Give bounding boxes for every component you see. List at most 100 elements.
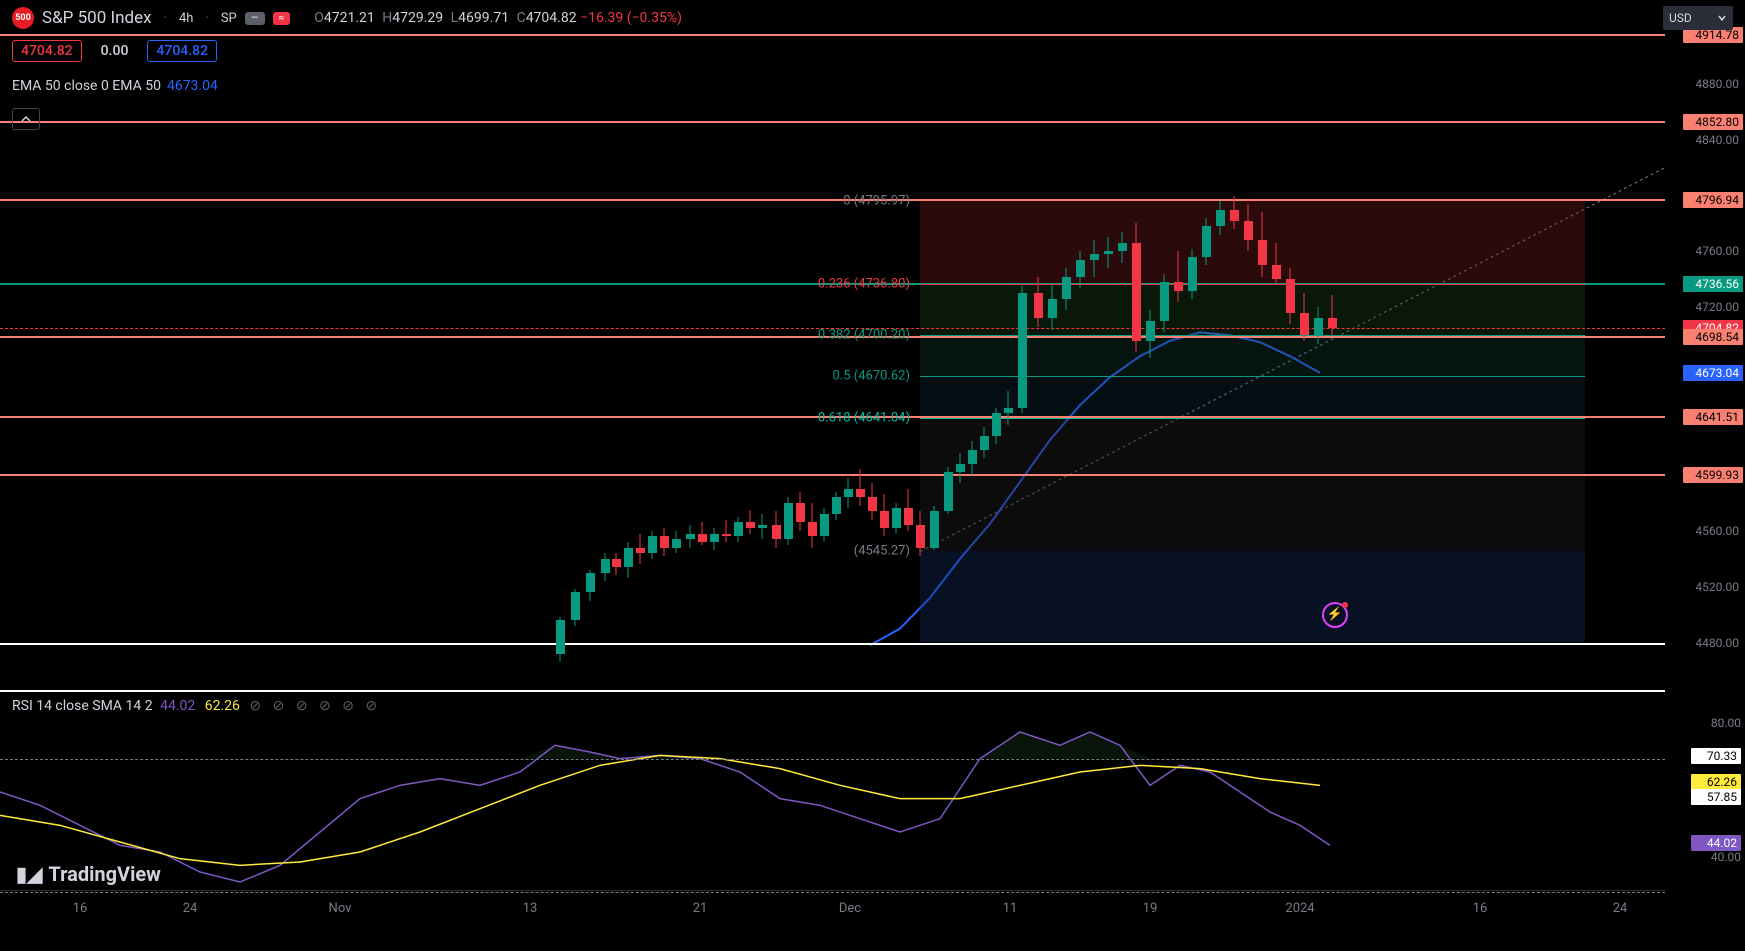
x-tick: 11 <box>1003 901 1018 916</box>
symbol-name[interactable]: S&P 500 Index <box>42 8 152 28</box>
candlestick <box>1118 0 1127 690</box>
candlestick <box>1244 0 1253 690</box>
candlestick <box>1300 0 1309 690</box>
candlestick <box>1286 0 1295 690</box>
candlestick <box>758 0 767 690</box>
candlestick <box>1018 0 1027 690</box>
price-tag[interactable]: 4599.93 <box>1683 467 1743 483</box>
rsi-indicator-label[interactable]: RSI 14 close SMA 14 2 44.02 62.26 ⊘ ⊘ ⊘ … <box>12 698 381 714</box>
candlestick <box>1314 0 1323 690</box>
chevron-up-icon <box>20 113 32 125</box>
price-y-axis[interactable]: 4480.004520.004560.004720.004760.004840.… <box>1665 0 1745 690</box>
rsi-y-tag: 57.85 <box>1691 789 1741 805</box>
interval-label[interactable]: 4h <box>179 11 193 26</box>
candlestick <box>1202 0 1211 690</box>
ai-suggestion-badge[interactable]: ⚡ <box>1322 602 1348 628</box>
candlestick <box>968 0 977 690</box>
candlestick <box>808 0 817 690</box>
candlestick <box>1076 0 1085 690</box>
candlestick <box>636 0 645 690</box>
candlestick <box>722 0 731 690</box>
ask-pill[interactable]: 4704.82 <box>147 40 217 62</box>
candlestick <box>1004 0 1013 690</box>
ohlc-readout: O4721.21 H4729.29 L4699.71 C4704.82 −16.… <box>310 10 682 26</box>
candlestick <box>1048 0 1057 690</box>
separator: · <box>205 11 208 26</box>
ema-indicator-label[interactable]: EMA 50 close 0 EMA 504673.04 <box>12 78 218 94</box>
y-tick: 4880.00 <box>1695 77 1739 91</box>
candlestick <box>624 0 633 690</box>
candlestick <box>784 0 793 690</box>
price-tag[interactable]: 4796.94 <box>1683 192 1743 208</box>
candlestick <box>1090 0 1099 690</box>
candlestick <box>772 0 781 690</box>
mid-pill: 0.00 <box>92 40 138 62</box>
separator: · <box>164 11 167 26</box>
candlestick <box>1104 0 1113 690</box>
chart-header: 500 S&P 500 Index · 4h · SP — ≈ O4721.21… <box>0 0 1745 36</box>
candlestick <box>880 0 889 690</box>
candlestick <box>1258 0 1267 690</box>
candlestick <box>660 0 669 690</box>
candlestick <box>1160 0 1169 690</box>
rsi-y-tag: 70.33 <box>1691 748 1741 764</box>
candlestick <box>892 0 901 690</box>
y-tick: 4720.00 <box>1695 300 1739 314</box>
candlestick <box>832 0 841 690</box>
symbol-icon: 500 <box>12 7 34 29</box>
x-tick: 13 <box>523 901 538 916</box>
candlestick <box>648 0 657 690</box>
candlestick <box>856 0 865 690</box>
rsi-y-tag: 80.00 <box>1711 716 1741 730</box>
tradingview-logo[interactable]: ▮◢ TradingView <box>16 862 161 886</box>
price-tag[interactable]: 4641.51 <box>1683 409 1743 425</box>
candlestick <box>686 0 695 690</box>
rsi-band-line <box>0 759 1665 760</box>
rsi-canvas <box>0 692 1665 892</box>
settings-dots-icon[interactable]: ⊘ ⊘ ⊘ ⊘ ⊘ ⊘ <box>249 698 381 714</box>
y-tick: 4760.00 <box>1695 244 1739 258</box>
candlestick <box>904 0 913 690</box>
candlestick <box>992 0 1001 690</box>
candlestick <box>734 0 743 690</box>
time-axis[interactable]: 1624Nov1321Dec111920241624 <box>0 890 1665 951</box>
bid-pill[interactable]: 4704.82 <box>12 40 82 62</box>
candlestick <box>586 0 595 690</box>
candlestick <box>571 0 580 690</box>
candlestick <box>1146 0 1155 690</box>
x-tick: 24 <box>183 901 198 916</box>
x-tick: 19 <box>1143 901 1158 916</box>
candlestick <box>868 0 877 690</box>
bolt-icon: ⚡ <box>1327 607 1343 622</box>
y-tick: 4520.00 <box>1695 580 1739 594</box>
price-tag[interactable]: 4698.54 <box>1683 329 1743 345</box>
price-tag[interactable]: 4736.56 <box>1683 276 1743 292</box>
chip-approx: ≈ <box>273 12 291 25</box>
candlestick <box>956 0 965 690</box>
price-chart[interactable]: 0 (4795.97)0.236 (4736.80)0.382 (4700.20… <box>0 0 1665 690</box>
candlestick <box>1272 0 1281 690</box>
rsi-y-axis[interactable]: 80.0070.3362.2657.8544.0240.00 <box>1665 690 1745 890</box>
x-tick: 24 <box>1613 901 1628 916</box>
candlestick <box>916 0 925 690</box>
price-tag[interactable]: 4673.04 <box>1683 365 1743 381</box>
candlestick <box>844 0 853 690</box>
x-tick: 2024 <box>1285 901 1314 916</box>
price-tag[interactable]: 4852.80 <box>1683 114 1743 130</box>
x-tick: Nov <box>329 901 352 916</box>
candlestick <box>980 0 989 690</box>
rsi-pane[interactable]: RSI 14 close SMA 14 2 44.02 62.26 ⊘ ⊘ ⊘ … <box>0 690 1665 890</box>
collapse-indicators-button[interactable] <box>12 108 40 130</box>
candlestick <box>698 0 707 690</box>
candlestick <box>1216 0 1225 690</box>
chevron-down-icon <box>1717 13 1727 23</box>
candlestick <box>672 0 681 690</box>
x-tick: 21 <box>693 901 708 916</box>
currency-select[interactable]: USD <box>1663 6 1733 30</box>
chip-status: — <box>245 12 265 25</box>
candlestick <box>1062 0 1071 690</box>
price-row: 4704.82 0.00 4704.82 <box>12 40 217 62</box>
x-tick: Dec <box>839 901 861 916</box>
x-tick: 16 <box>1473 901 1488 916</box>
candlestick <box>612 0 621 690</box>
